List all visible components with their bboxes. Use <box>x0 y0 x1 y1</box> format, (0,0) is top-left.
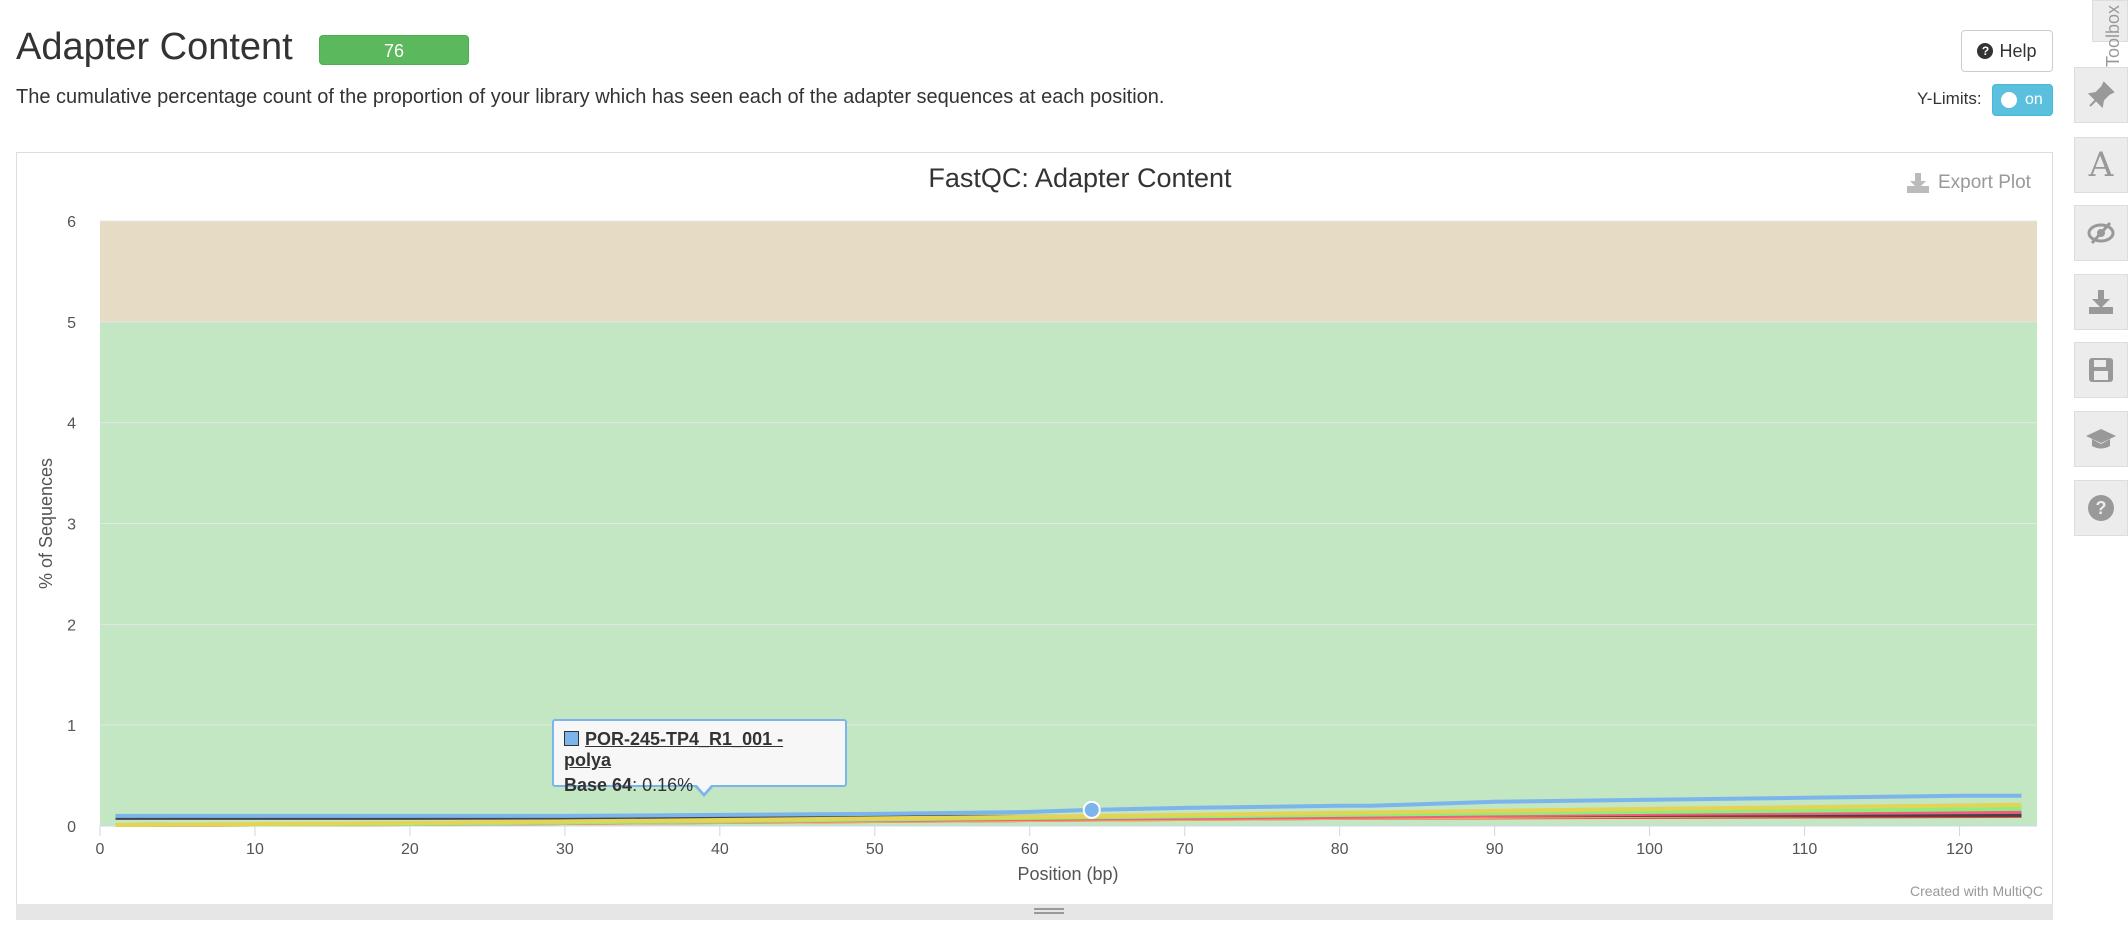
plot-band <box>100 221 2037 322</box>
chart-title: FastQC: Adapter Content <box>928 163 1232 193</box>
section-title: Adapter Content <box>16 26 293 68</box>
multiqc-credit: Created with MultiQC <box>1910 883 2044 899</box>
x-tick-label: 90 <box>1486 841 1504 858</box>
x-tick-label: 30 <box>556 841 574 858</box>
question-icon[interactable]: ? <box>2074 480 2128 536</box>
ylimits-label: Y-Limits: <box>1917 89 1982 108</box>
export-plot-button[interactable]: Export Plot <box>1906 172 2031 194</box>
series-line <box>115 793 2022 818</box>
y-axis-label: % of Sequences <box>36 458 56 589</box>
question-circle-icon: ? <box>1977 43 1994 59</box>
x-tick-label: 110 <box>1792 841 1818 858</box>
tooltip-series-name: POR-245-TP4_R1_001 - polya <box>564 729 784 770</box>
eye-slash-icon[interactable] <box>2074 205 2128 261</box>
download-icon <box>1907 173 1929 193</box>
series-line <box>115 802 2022 827</box>
tooltip-label: Base 64 <box>564 775 633 795</box>
export-plot-label: Export Plot <box>1938 172 2031 193</box>
font-icon[interactable]: A <box>2074 137 2128 193</box>
resize-grip-icon <box>1034 908 1064 914</box>
tooltip-value: : 0.16% <box>632 775 694 795</box>
x-tick-label: 100 <box>1636 841 1663 858</box>
x-tick-label: 0 <box>96 841 105 858</box>
plot-band <box>100 321 2037 826</box>
y-tick-label: 3 <box>67 517 76 534</box>
download-icon[interactable] <box>2074 274 2128 330</box>
ylimits-toggle[interactable]: on <box>1992 84 2053 116</box>
y-tick-label: 5 <box>67 315 76 332</box>
chart-tooltip: POR-245-TP4_R1_001 - polya Base 64: 0.16… <box>552 719 847 797</box>
ylimits-toggle-label: on <box>2025 91 2043 108</box>
x-tick-label: 50 <box>866 841 884 858</box>
y-tick-label: 6 <box>67 214 76 231</box>
x-tick-label: 10 <box>246 841 264 858</box>
toolbox-tab[interactable]: Toolbox <box>2092 0 2128 67</box>
x-tick-label: 120 <box>1946 841 1973 858</box>
highlight-point <box>1082 800 1101 819</box>
x-tick-label: 60 <box>1021 841 1039 858</box>
x-tick-label: 80 <box>1331 841 1349 858</box>
save-icon[interactable] <box>2074 342 2128 398</box>
help-button-label: Help <box>1999 40 2037 61</box>
x-tick-label: 70 <box>1176 841 1194 858</box>
x-axis-label: Position (bp) <box>1017 864 1118 884</box>
y-tick-label: 1 <box>67 718 76 735</box>
score-badge: 76 <box>319 35 469 65</box>
help-button[interactable]: ? Help <box>1961 30 2053 72</box>
section-description: The cumulative percentage count of the p… <box>16 86 1165 108</box>
y-tick-label: 2 <box>67 617 76 634</box>
tooltip-arrow <box>694 784 714 797</box>
toggle-knob <box>2001 92 2017 108</box>
x-tick-label: 20 <box>401 841 419 858</box>
graduation-cap-icon[interactable] <box>2074 411 2128 467</box>
y-tick-label: 4 <box>67 416 76 433</box>
series-color-swatch <box>564 731 579 746</box>
x-tick-label: 40 <box>711 841 729 858</box>
toolbox: A ? <box>2074 0 2128 937</box>
y-tick-label: 0 <box>67 819 76 836</box>
pin-icon[interactable] <box>2074 67 2128 123</box>
plot-resize-handle[interactable] <box>16 904 2053 920</box>
svg-text:?: ? <box>2096 498 2107 518</box>
